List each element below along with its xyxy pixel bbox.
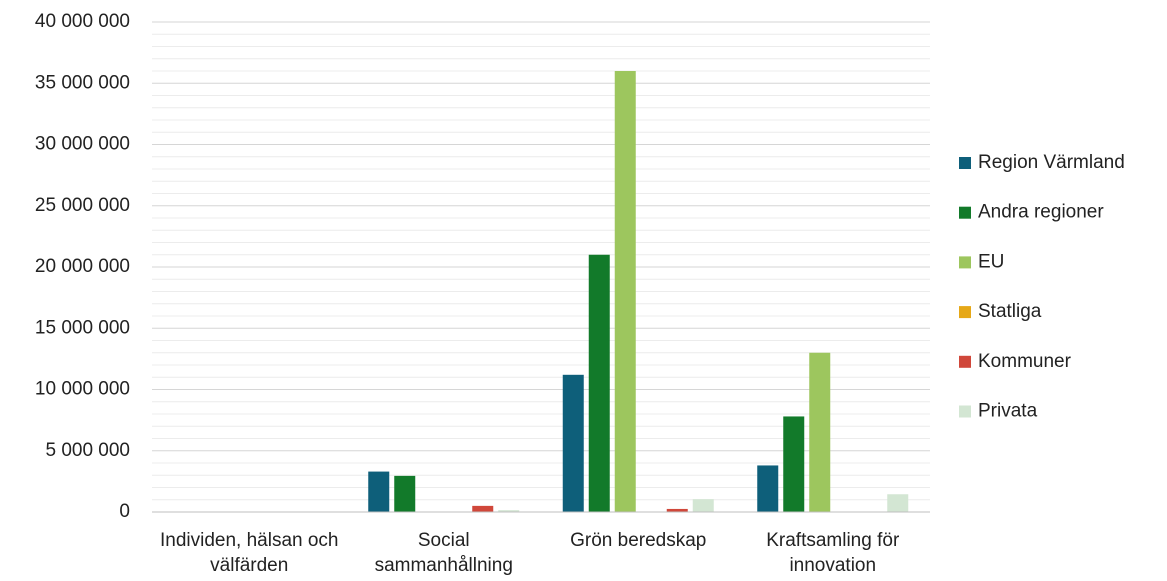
x-tick-label: Grön beredskap	[570, 530, 707, 551]
bar	[562, 374, 584, 512]
y-tick-label: 20 000 000	[35, 256, 130, 277]
bar	[887, 494, 909, 512]
bar	[498, 510, 520, 512]
bar	[614, 71, 636, 512]
y-tick-label: 0	[119, 501, 130, 522]
x-tick-label: Individen, hälsan och välfärden	[159, 530, 339, 576]
bar	[809, 352, 831, 512]
legend-swatch	[959, 256, 971, 269]
x-tick-label: Social sammanhållning	[374, 530, 513, 576]
legend-label: Andra regioner	[978, 202, 1104, 223]
bar	[666, 508, 688, 512]
y-tick-label: 40 000 000	[35, 11, 130, 32]
y-tick-label: 10 000 000	[35, 379, 130, 400]
legend-swatch	[959, 355, 971, 368]
bar	[394, 475, 416, 512]
y-tick-label: 25 000 000	[35, 195, 130, 216]
bar	[783, 416, 805, 512]
legend-label: Statliga	[978, 301, 1042, 322]
bar	[472, 505, 494, 512]
legend-swatch	[959, 157, 971, 169]
legend-label: EU	[978, 251, 1004, 272]
y-tick-label: 30 000 000	[35, 134, 130, 155]
y-tick-label: 5 000 000	[45, 440, 130, 461]
legend-swatch	[959, 306, 971, 319]
legend-label: Kommuner	[978, 351, 1072, 372]
bar	[757, 465, 779, 512]
legend-swatch	[959, 206, 971, 219]
y-tick-label: 15 000 000	[35, 317, 130, 338]
y-tick-label: 35 000 000	[35, 72, 130, 93]
legend-label: Region Värmland	[978, 152, 1125, 173]
bar	[692, 499, 714, 512]
bar	[588, 254, 610, 512]
x-tick-label: Kraftsamling för innovation	[766, 530, 900, 576]
bar	[368, 471, 390, 512]
legend-swatch	[959, 405, 971, 418]
legend-label: Privata	[978, 401, 1038, 422]
